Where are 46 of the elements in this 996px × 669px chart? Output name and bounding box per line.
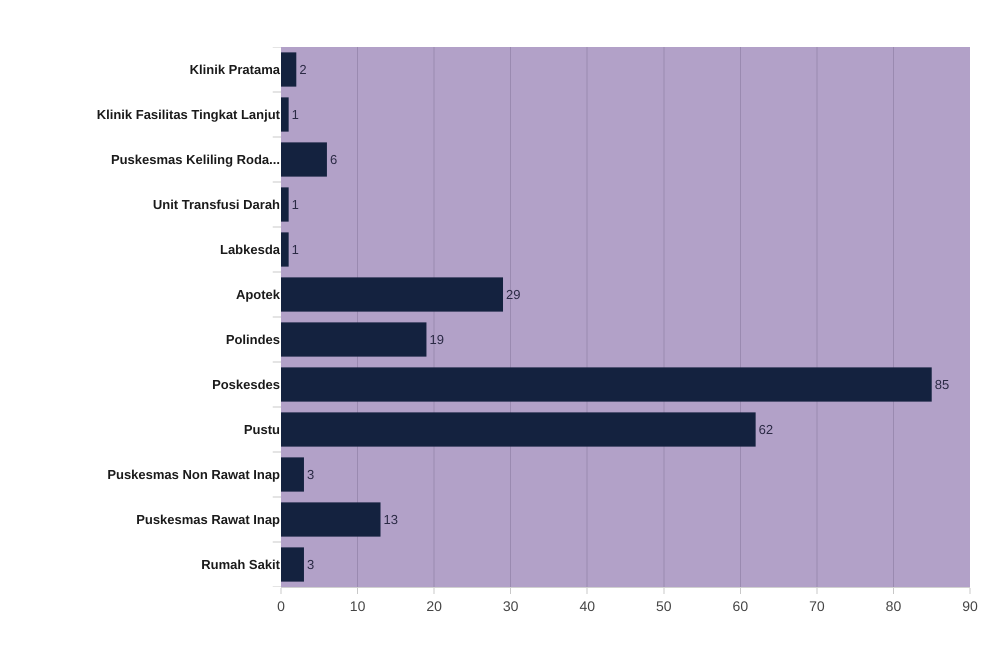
y-tick-label: Poskesdes bbox=[212, 377, 280, 392]
data-label: 1 bbox=[292, 197, 299, 212]
y-tick-label: Apotek bbox=[236, 287, 281, 302]
data-label: 62 bbox=[758, 422, 774, 437]
data-label: 2 bbox=[299, 62, 307, 77]
y-tick-label: Unit Transfusi Darah bbox=[152, 197, 280, 212]
data-label: 19 bbox=[429, 332, 444, 347]
y-tick-label: Puskesmas Keliling Roda... bbox=[110, 152, 280, 168]
bar bbox=[281, 232, 289, 267]
bar bbox=[281, 322, 426, 357]
x-tick-label: 20 bbox=[426, 598, 442, 614]
x-tick-label: 60 bbox=[732, 598, 748, 614]
x-tick-label: 50 bbox=[656, 598, 672, 614]
x-tick-label: 70 bbox=[809, 598, 825, 614]
x-tick-label: 30 bbox=[502, 598, 519, 614]
x-tick-label: 80 bbox=[886, 598, 902, 614]
bar bbox=[281, 367, 932, 402]
bar bbox=[281, 412, 756, 447]
bar bbox=[281, 277, 504, 312]
y-tick-label: Klinik Pratama bbox=[190, 62, 281, 78]
x-tick-label: 0 bbox=[277, 598, 286, 614]
y-tick-label: Polindes bbox=[226, 332, 280, 348]
bar bbox=[281, 52, 296, 87]
x-tick-label: 90 bbox=[962, 598, 978, 614]
bar bbox=[281, 142, 327, 177]
bar bbox=[281, 502, 381, 537]
y-tick-label: Puskesmas Rawat Inap bbox=[136, 512, 280, 528]
x-tick-label: 40 bbox=[579, 598, 596, 614]
x-tick-label: 10 bbox=[350, 598, 366, 614]
data-label: 3 bbox=[306, 467, 314, 482]
data-label: 13 bbox=[384, 512, 398, 527]
y-tick-label: Puskesmas Non Rawat Inap bbox=[107, 467, 280, 482]
bar bbox=[281, 97, 289, 132]
y-tick-label: Labkesda bbox=[220, 242, 281, 258]
y-tick-label: Rumah Sakit bbox=[201, 557, 281, 572]
bar bbox=[281, 547, 304, 582]
data-label: 1 bbox=[292, 242, 299, 257]
bar bbox=[281, 187, 289, 222]
data-label: 6 bbox=[330, 152, 338, 167]
data-label: 1 bbox=[292, 107, 299, 122]
data-label: 85 bbox=[934, 377, 950, 392]
data-label: 29 bbox=[506, 287, 520, 302]
y-tick-label: Pustu bbox=[244, 422, 280, 438]
data-label: 3 bbox=[306, 557, 314, 572]
y-tick-label: Klinik Fasilitas Tingkat Lanjut bbox=[96, 107, 281, 122]
bar bbox=[281, 457, 304, 492]
